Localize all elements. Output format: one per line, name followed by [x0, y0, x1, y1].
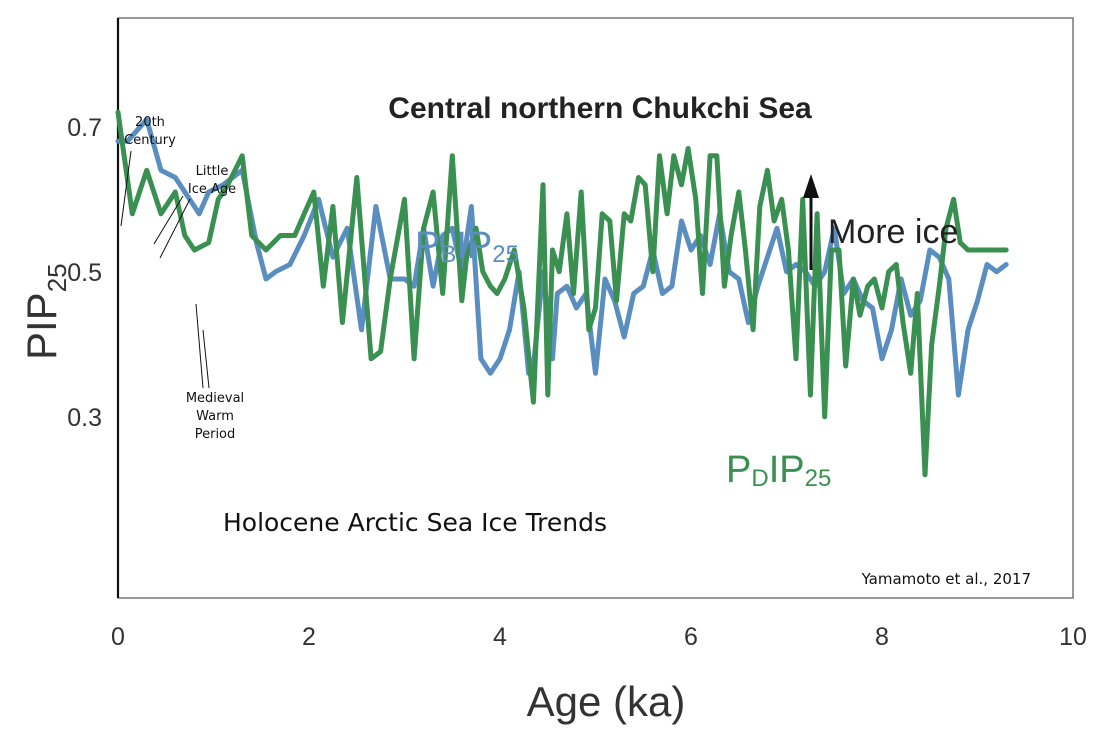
annotation-lia-leader-1 [153, 195, 184, 245]
chart-subtitle: Holocene Arctic Sea Ice Trends [223, 508, 607, 537]
pbip25-ip: IP [456, 225, 492, 267]
annotation-20th-century: 20th Century [120, 115, 176, 227]
x-tick-label: 4 [493, 623, 507, 651]
x-tick-label: 10 [1059, 623, 1087, 651]
annotation-little-ice-age: Little Ice Age [153, 164, 236, 259]
y-axis-title: PIP25 [18, 263, 72, 360]
y-axis-title-main: PIP [18, 292, 65, 360]
annotation-medieval-warm-period: Medieval Warm Period [186, 303, 244, 442]
annotation-20th-leader [120, 150, 132, 227]
x-tick-label: 6 [684, 623, 698, 651]
annotation-lia-line2: Ice Age [188, 182, 236, 197]
annotation-mwp-leader-2 [202, 329, 210, 389]
pbip25-sub-25: 25 [492, 241, 519, 268]
annotation-mwp-line3: Period [195, 427, 236, 442]
pdip25-p: P [726, 449, 751, 491]
pdip25-sub-25: 25 [805, 465, 832, 492]
chart-title: Central northern Chukchi Sea [388, 92, 812, 125]
annotation-mwp-line1: Medieval [186, 391, 244, 406]
y-tick-label: 0.3 [67, 404, 102, 432]
more-ice-arrow [803, 174, 819, 270]
pbip25-sub-b: B [440, 241, 456, 268]
annotation-mwp-line2: Warm [196, 409, 234, 424]
x-axis-title: Age (ka) [527, 678, 686, 725]
pdip25-sub-d: D [751, 465, 768, 492]
series-line-pbip25 [115, 117, 1009, 398]
annotation-20th-line1: 20th [135, 115, 165, 130]
series-label-pbip25: PBIP25 [415, 225, 519, 268]
y-tick-label: 0.7 [67, 114, 102, 142]
credit-label: Yamamoto et al., 2017 [861, 570, 1031, 588]
x-tick-label: 2 [302, 623, 316, 651]
annotation-lia-line1: Little [196, 164, 229, 179]
arrow-head-icon [803, 174, 819, 198]
more-ice-label: More ice [828, 213, 958, 251]
y-axis-title-sub: 25 [42, 263, 72, 292]
y-tick-label: 0.5 [67, 259, 102, 287]
annotation-20th-line2: Century [124, 133, 176, 148]
x-tick-label: 8 [875, 623, 889, 651]
series-label-pdip25: PDIP25 [726, 449, 831, 492]
y-ticks: 0.7 0.5 0.3 [67, 114, 102, 432]
annotation-mwp-leader-1 [195, 303, 204, 389]
annotation-lia-leader-2 [159, 198, 191, 259]
x-tick-label: 0 [111, 623, 125, 651]
pdip25-ip: IP [769, 449, 805, 491]
series-layer [115, 109, 1009, 478]
x-ticks: 0 2 4 6 8 10 [111, 623, 1087, 651]
pbip25-p: P [415, 225, 440, 267]
series-line-pdip25 [115, 109, 1009, 478]
